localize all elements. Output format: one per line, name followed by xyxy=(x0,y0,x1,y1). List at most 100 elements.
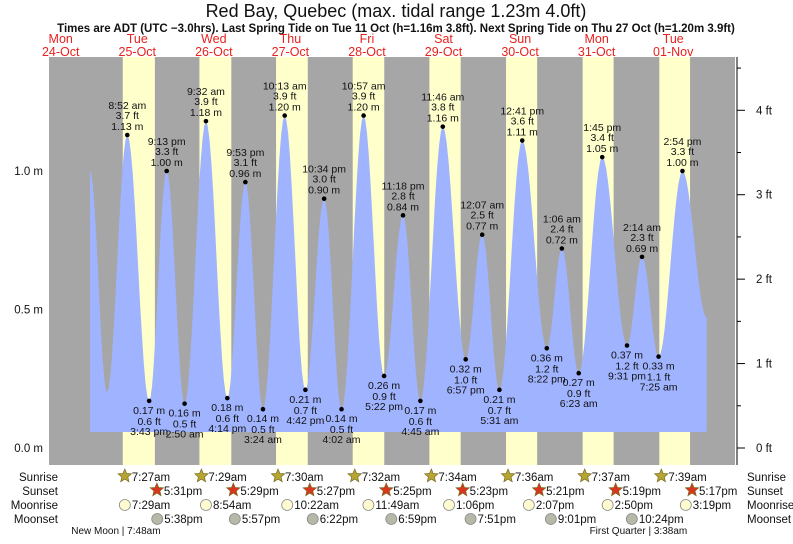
tide-time: 6:57 pm xyxy=(447,384,485,396)
sunrise-time: 7:37am xyxy=(592,472,630,484)
tide-time: 4:02 am xyxy=(323,434,361,446)
right-axis-label: 4 ft xyxy=(756,105,773,117)
sunrise-time: 7:27am xyxy=(132,472,170,484)
tide-time: 4:14 pm xyxy=(208,423,246,435)
tide-time: 5:22 pm xyxy=(365,401,403,413)
moonrise-icon xyxy=(522,499,535,511)
moonrise-time: 10:22am xyxy=(294,500,339,512)
moonrise-time: 2:50pm xyxy=(615,500,653,512)
tide-time: 4:45 am xyxy=(401,426,439,438)
tide-dot xyxy=(544,345,550,351)
moonrise-icon xyxy=(281,499,294,511)
day-date: 26-Oct xyxy=(195,45,233,59)
moonrise-icon xyxy=(362,499,375,511)
tide-extrema: 8:52 am3.7 ft1.13 m 0.17 m 0.6 ft 3:43 pm 9:… xyxy=(108,81,701,447)
day-name: Mon xyxy=(584,32,608,46)
tide-ft: 0.9 ft xyxy=(372,391,395,403)
tide-dot xyxy=(303,387,308,393)
moonrise-icon xyxy=(200,499,212,511)
day-name: Sat xyxy=(434,32,453,46)
axes: 0.0 m 0.5 m 1.0 m 0 ft 1 ft 2 ft 3 ft 4 ft xyxy=(14,57,773,465)
tide-time: 5:31 am xyxy=(480,415,518,427)
sunset-time: 5:23pm xyxy=(470,486,508,498)
tide-time: 3:43 pm xyxy=(130,426,168,438)
sunrise-star-icon xyxy=(347,468,363,483)
tide-dot xyxy=(479,232,485,238)
tide-dot xyxy=(282,113,288,118)
tide-dot xyxy=(576,370,582,376)
tide-m: 0.72 m xyxy=(546,235,578,247)
tide-ft: 2.4 ft xyxy=(550,224,573,236)
moonrise-time: 7:29am xyxy=(132,500,170,512)
tide-time: 9:31 pm xyxy=(608,371,646,383)
moonset-time: 7:51pm xyxy=(478,514,516,526)
day-date: 01-Nov xyxy=(653,45,694,59)
tide-ft: 0.6 ft xyxy=(216,413,239,425)
high-tide-point: 9:32 am3.9 ft1.18 m xyxy=(187,86,225,124)
low-tide-point: 0.17 m0.6 ft4:45 am xyxy=(401,398,440,438)
moonset-icon xyxy=(625,513,638,525)
day-date: 28-Oct xyxy=(348,45,386,59)
tide-m: 0.37 m xyxy=(611,350,643,362)
moonrise-time: 1:06pm xyxy=(456,500,494,512)
tide-time: 8:52 am xyxy=(108,100,146,112)
tide-dot xyxy=(203,118,209,124)
low-tide-point: 0.14 m0.5 ft3:24 am xyxy=(244,406,282,446)
tide-m: 0.21 m xyxy=(483,394,515,406)
sunset-time: 5:21pm xyxy=(546,486,584,498)
moonrise-row-label-right: Moonrise xyxy=(747,500,793,512)
sunset-time: 5:19pm xyxy=(623,486,661,498)
moonset-time: 10:24pm xyxy=(639,514,684,526)
sunset-time: 5:25pm xyxy=(393,486,431,498)
tide-time: 11:18 pm xyxy=(382,180,425,192)
tide-m: 0.27 m xyxy=(563,377,595,389)
tide-dot xyxy=(182,401,187,406)
tide-dot xyxy=(624,343,630,348)
tide-m: 0.17 m xyxy=(133,405,165,417)
tide-m: 0.14 m xyxy=(325,413,357,425)
tide-time: 7:25 am xyxy=(640,382,678,394)
tide-dot xyxy=(146,398,152,404)
tide-m: 0.36 m xyxy=(531,352,563,364)
moonset-time: 9:01pm xyxy=(558,514,596,526)
tide-ft: 0.7 ft xyxy=(294,405,317,417)
tide-time: 1:45 pm xyxy=(583,122,621,134)
tide-dot xyxy=(639,254,645,260)
tide-m: 0.17 m xyxy=(404,405,436,417)
right-axis-label: 2 ft xyxy=(756,274,773,286)
day-name: Thu xyxy=(280,32,302,46)
moonset-time: 5:38pm xyxy=(164,514,202,526)
chart-subtitle: Times are ADT (UTC −3.0hrs). Last Spring… xyxy=(57,23,735,35)
tide-m: 1.00 m xyxy=(666,157,698,169)
tide-time: 1:06 am xyxy=(543,214,581,226)
tide-ft: 2.5 ft xyxy=(471,210,494,222)
tide-ft: 3.7 ft xyxy=(116,110,139,122)
moon-phase-label: First Quarter | 3:38am xyxy=(590,526,688,537)
tide-ft: 3.9 ft xyxy=(194,96,217,108)
right-axis-label: 1 ft xyxy=(756,359,773,371)
tide-dot xyxy=(418,398,423,404)
moonset-icon xyxy=(151,513,164,525)
tide-m: 0.14 m xyxy=(247,413,279,425)
tide-m: 1.20 m xyxy=(269,102,301,114)
sunrise-star-icon xyxy=(500,468,516,483)
tide-dot xyxy=(519,138,525,143)
tide-ft: 3.6 ft xyxy=(511,116,534,128)
sunset-star-icon xyxy=(378,482,394,497)
sunrise-star-icon xyxy=(193,468,209,483)
tide-m: 0.90 m xyxy=(308,185,340,197)
tide-time: 8:22 pm xyxy=(528,373,566,385)
sunrise-time: 7:30am xyxy=(285,472,323,484)
tide-time: 9:53 pm xyxy=(226,147,264,159)
day-name: Tue xyxy=(663,32,684,46)
tide-m: 1.13 m xyxy=(111,121,143,133)
tide-m: 1.20 m xyxy=(348,102,380,114)
tide-m: 1.00 m xyxy=(151,157,183,169)
tide-dot xyxy=(243,179,248,185)
sunset-row-label: Sunset xyxy=(22,486,59,498)
sunrise-time: 7:29am xyxy=(208,472,246,484)
tide-dot xyxy=(497,387,502,393)
moonrise-icon xyxy=(601,499,614,511)
high-tide-point: 11:46 am3.8 ft1.16 m xyxy=(421,92,465,129)
